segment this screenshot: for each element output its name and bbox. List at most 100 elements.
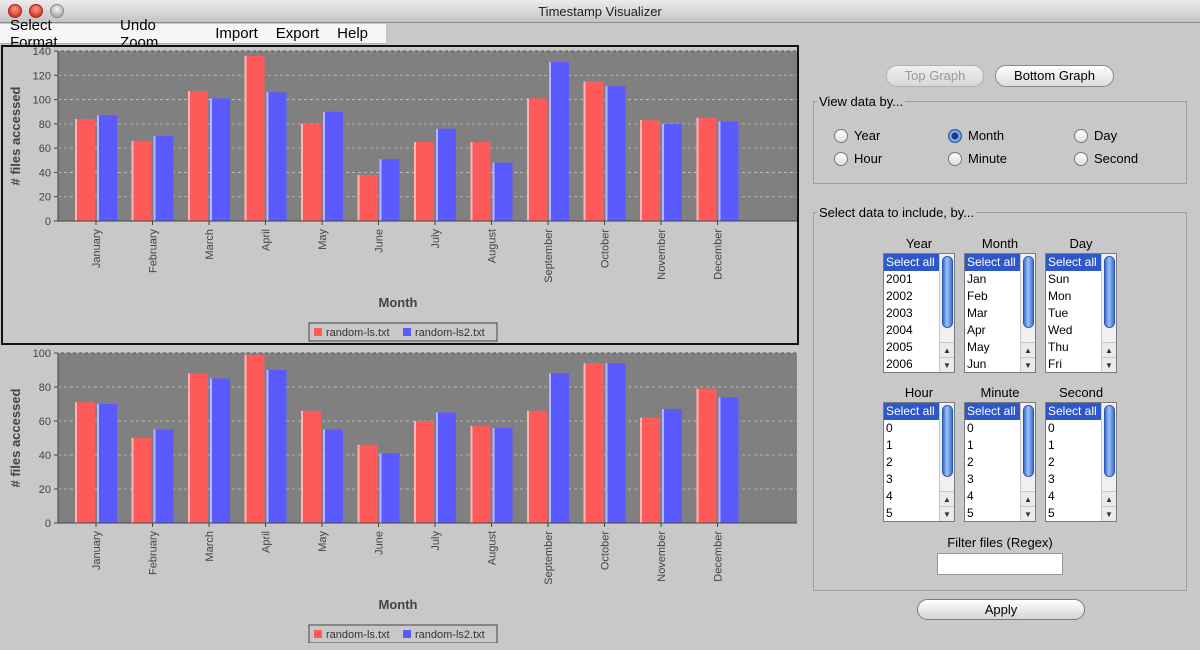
scroll-up-arrow-icon[interactable]: ▲ xyxy=(1102,491,1116,506)
list-item[interactable]: 2 xyxy=(1048,455,1055,469)
bar[interactable] xyxy=(414,421,434,523)
list-item[interactable]: Feb xyxy=(967,289,988,303)
bar[interactable] xyxy=(436,412,456,524)
day-list[interactable]: Select all Sun Mon Tue Wed Thu Fri ▲ ▼ xyxy=(1045,253,1117,373)
bar[interactable] xyxy=(188,91,208,221)
scroll-up-arrow-icon[interactable]: ▲ xyxy=(1102,342,1116,357)
bar[interactable] xyxy=(492,162,513,221)
bar[interactable] xyxy=(357,174,378,221)
list-item[interactable]: 2005 xyxy=(886,340,913,354)
scroll-up-arrow-icon[interactable]: ▲ xyxy=(940,491,954,506)
bar-1[interactable] xyxy=(414,421,434,523)
radio-second[interactable]: Second xyxy=(1074,151,1138,166)
bottom-graph-button[interactable]: Bottom Graph xyxy=(995,65,1114,87)
scroll-down-arrow-icon[interactable]: ▼ xyxy=(1021,357,1035,372)
bar-1[interactable] xyxy=(75,402,95,523)
bar[interactable] xyxy=(210,378,230,524)
list-item[interactable]: 1 xyxy=(967,438,974,452)
bar[interactable] xyxy=(357,444,378,523)
bar-1[interactable] xyxy=(357,444,378,523)
scroll-up-arrow-icon[interactable]: ▲ xyxy=(1021,491,1035,506)
list-item[interactable]: 3 xyxy=(967,472,974,486)
list-item[interactable]: Select all xyxy=(1046,403,1102,420)
bar-2[interactable] xyxy=(323,429,343,524)
list-item[interactable]: Jun xyxy=(967,357,987,371)
bar-2[interactable] xyxy=(210,378,230,524)
bar[interactable] xyxy=(583,363,604,523)
bar-1[interactable] xyxy=(414,142,434,221)
list-item[interactable]: Wed xyxy=(1048,323,1073,337)
bar-2[interactable] xyxy=(379,453,400,523)
scroll-thumb[interactable] xyxy=(1104,256,1115,328)
list-item[interactable]: 5 xyxy=(886,506,893,520)
bar[interactable] xyxy=(323,111,343,221)
apply-button[interactable]: Apply xyxy=(917,599,1085,620)
bar-1[interactable] xyxy=(527,98,547,221)
bar[interactable] xyxy=(549,61,569,221)
scroll-down-arrow-icon[interactable]: ▼ xyxy=(940,506,954,521)
bar[interactable] xyxy=(266,370,287,523)
bar[interactable] xyxy=(210,98,230,221)
scroll-down-arrow-icon[interactable]: ▼ xyxy=(1021,506,1035,521)
bar-2[interactable] xyxy=(97,404,117,523)
list-item[interactable]: 3 xyxy=(1048,472,1055,486)
list-item[interactable]: Thu xyxy=(1048,340,1069,354)
top-graph-button[interactable]: Top Graph xyxy=(886,65,984,87)
bar[interactable] xyxy=(640,417,660,523)
bar-2[interactable] xyxy=(379,159,400,221)
list-item[interactable]: 2003 xyxy=(886,306,913,320)
radio-year[interactable]: Year xyxy=(834,128,880,143)
bar-1[interactable] xyxy=(244,55,265,221)
list-item[interactable]: Jan xyxy=(967,272,987,286)
top-bar-chart[interactable]: 0 20 40 60 80 100 120 140 January February March Ap… xyxy=(3,47,797,343)
bar-2[interactable] xyxy=(549,61,569,221)
bar[interactable] xyxy=(414,142,434,221)
top-graph-panel[interactable]: 0 20 40 60 80 100 120 140 January February March Ap… xyxy=(1,45,799,345)
bar-1[interactable] xyxy=(696,117,717,221)
bar[interactable] xyxy=(97,404,117,523)
scroll-down-arrow-icon[interactable]: ▼ xyxy=(1102,506,1116,521)
bar-2[interactable] xyxy=(153,429,174,524)
list-item[interactable]: Select all xyxy=(965,403,1021,420)
bar-2[interactable] xyxy=(323,111,343,221)
bar[interactable] xyxy=(492,427,513,523)
bar[interactable] xyxy=(436,128,456,221)
list-scrollbar[interactable]: ▲ ▼ xyxy=(939,254,954,372)
bar-1[interactable] xyxy=(527,410,547,523)
list-item[interactable]: 3 xyxy=(886,472,893,486)
bar-2[interactable] xyxy=(210,98,230,221)
list-item[interactable]: 1 xyxy=(1048,438,1055,452)
list-item[interactable]: 2006 xyxy=(886,357,913,371)
bar[interactable] xyxy=(244,354,265,523)
list-scrollbar[interactable]: ▲ ▼ xyxy=(1020,403,1035,521)
bar[interactable] xyxy=(131,438,152,523)
bar-2[interactable] xyxy=(718,121,739,221)
bar[interactable] xyxy=(640,120,660,221)
radio-minute[interactable]: Minute xyxy=(948,151,1007,166)
bar[interactable] xyxy=(301,410,321,523)
scroll-thumb[interactable] xyxy=(1023,256,1034,328)
bar-2[interactable] xyxy=(605,86,626,221)
bar[interactable] xyxy=(379,453,400,523)
radio-day[interactable]: Day xyxy=(1074,128,1117,143)
bar-2[interactable] xyxy=(436,128,456,221)
scroll-thumb[interactable] xyxy=(942,256,953,328)
bar-1[interactable] xyxy=(470,142,491,221)
year-list[interactable]: Select all 2001 2002 2003 2004 2005 2006 ▲ ▼ xyxy=(883,253,955,373)
list-item[interactable]: Select all xyxy=(884,403,940,420)
scroll-thumb[interactable] xyxy=(1023,405,1034,477)
bar[interactable] xyxy=(718,121,739,221)
bar-2[interactable] xyxy=(718,397,739,523)
filter-regex-input[interactable] xyxy=(937,553,1063,575)
hour-list[interactable]: Select all 0 1 2 3 4 5 ▲ ▼ xyxy=(883,402,955,522)
list-item[interactable]: 0 xyxy=(1048,421,1055,435)
minute-list[interactable]: Select all 0 1 2 3 4 5 ▲ ▼ xyxy=(964,402,1036,522)
bar-1[interactable] xyxy=(301,123,321,221)
list-item[interactable]: 0 xyxy=(886,421,893,435)
bar-1[interactable] xyxy=(244,354,265,523)
bar-1[interactable] xyxy=(131,438,152,523)
bar-2[interactable] xyxy=(662,123,682,221)
list-item[interactable]: Apr xyxy=(967,323,986,337)
bar-2[interactable] xyxy=(605,363,626,523)
bar-1[interactable] xyxy=(301,410,321,523)
